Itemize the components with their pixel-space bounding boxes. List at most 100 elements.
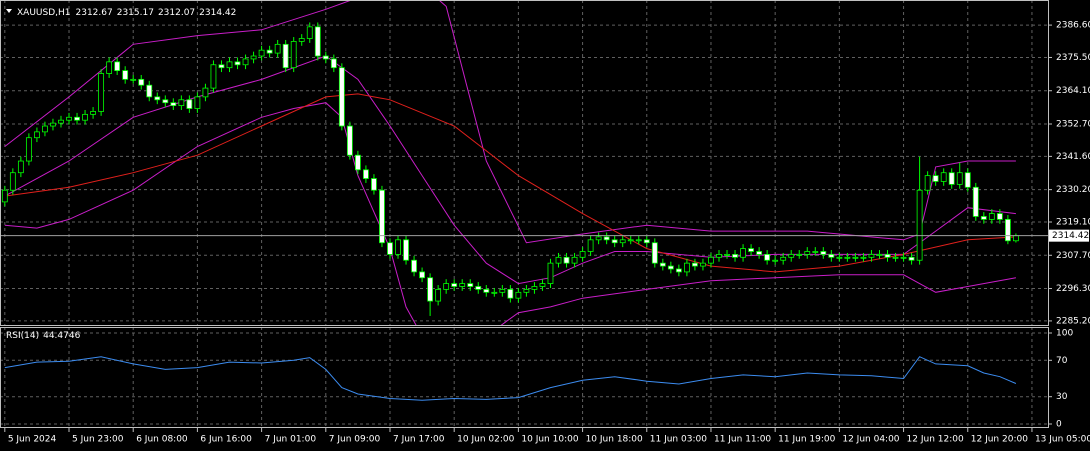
- candle-body: [796, 253, 803, 256]
- candle-body: [338, 67, 345, 127]
- candle-body: [427, 277, 434, 302]
- candle-body: [210, 64, 217, 89]
- candle-body: [314, 26, 321, 57]
- candle-body: [114, 61, 121, 72]
- candle-body: [507, 289, 514, 299]
- candle-body: [266, 49, 273, 54]
- candle-body: [531, 286, 538, 290]
- candle-body: [499, 289, 506, 293]
- candle-body: [234, 61, 241, 66]
- candle-body: [611, 239, 618, 244]
- candle-body: [371, 178, 377, 191]
- candle-body: [555, 256, 562, 264]
- candle-body: [98, 73, 105, 112]
- rsi-plot: [4, 356, 1017, 401]
- y-tick-label: 2375.50: [1056, 53, 1090, 63]
- candle-body: [298, 38, 305, 42]
- candle-body: [579, 251, 586, 258]
- candle-body: [354, 154, 361, 171]
- candle-body: [988, 213, 995, 220]
- candle-body: [346, 125, 353, 156]
- candle-body: [475, 286, 482, 290]
- candle-body: [692, 262, 698, 267]
- candle-body: [659, 262, 666, 267]
- candle-body: [812, 251, 819, 253]
- x-tick-label: 12 Jun 04:00: [842, 435, 899, 445]
- candle-body: [619, 239, 626, 244]
- candle-body: [330, 58, 337, 69]
- candle-body: [194, 96, 201, 109]
- candle-body: [1013, 235, 1019, 242]
- x-tick-label: 5 Jun 23:00: [72, 435, 124, 445]
- x-tick-label: 10 Jun 18:00: [586, 435, 643, 445]
- candle-body: [387, 242, 393, 255]
- y-tick-label: 2307.70: [1056, 251, 1090, 261]
- last-price-label: 2314.42: [1052, 231, 1089, 241]
- candle-body: [74, 116, 80, 121]
- header-high: 2315.17: [117, 8, 154, 18]
- x-tick-label: 10 Jun 10:00: [521, 435, 578, 445]
- last-price-box: [1049, 229, 1089, 242]
- candle-body: [571, 256, 578, 264]
- candle-body: [25, 137, 32, 162]
- candle-body: [539, 283, 546, 287]
- candle-body: [178, 99, 185, 107]
- candle-body: [274, 43, 281, 54]
- candle-body: [836, 256, 843, 259]
- candle-body: [852, 256, 859, 259]
- candle-body: [603, 236, 610, 241]
- rsi-line: [4, 356, 1017, 401]
- y-tick-label: 0: [1056, 419, 1062, 429]
- x-tick-label: 5 Jun 2024: [8, 435, 57, 445]
- candle-body: [66, 116, 72, 121]
- candle-body: [732, 253, 738, 258]
- candle-body: [788, 253, 795, 258]
- candle-body: [740, 248, 746, 258]
- candle-body: [322, 55, 329, 60]
- rsi-last: 44.4746: [43, 331, 80, 341]
- y-tick-label: 2285.20: [1056, 316, 1090, 326]
- candle-body: [258, 49, 265, 57]
- x-tick-label: 7 Jun 17:00: [393, 435, 445, 445]
- x-tick-label: 12 Jun 20:00: [971, 435, 1028, 445]
- indicator-line: [4, 102, 1016, 325]
- header-low: 2312.07: [158, 8, 195, 18]
- candle-body: [708, 256, 714, 264]
- menu-arrow[interactable]: [6, 9, 12, 13]
- header-close: 2314.42: [199, 8, 236, 18]
- candle-body: [363, 169, 369, 179]
- rsi-grid: [0, 327, 1048, 427]
- candle-body: [515, 291, 522, 299]
- candle-body: [924, 175, 931, 191]
- candle-body: [282, 43, 289, 69]
- candle-body: [250, 55, 257, 60]
- rsi-header: RSI(14) 44.4746: [6, 331, 81, 341]
- candle-body: [50, 122, 56, 127]
- candle-body: [643, 239, 650, 244]
- y-tick-label: 30: [1056, 392, 1068, 402]
- candle-body: [459, 283, 466, 287]
- candle-body: [884, 253, 891, 258]
- x-tick-label: 6 Jun 16:00: [200, 435, 252, 445]
- candle-body: [627, 239, 634, 242]
- candle-body: [868, 253, 875, 258]
- candle-body: [587, 239, 594, 252]
- candle-body: [138, 78, 145, 86]
- candle-body: [764, 253, 771, 261]
- x-tick-label: 11 Jun 03:00: [650, 435, 707, 445]
- candle-body: [948, 172, 955, 185]
- x-tick-label: 11 Jun 19:00: [778, 435, 835, 445]
- candle-body: [772, 259, 779, 262]
- candle-body: [523, 289, 530, 293]
- candle-body: [635, 239, 642, 242]
- candle-body: [419, 271, 425, 279]
- candle-body: [996, 213, 1003, 220]
- candle-body: [411, 259, 417, 273]
- candle-body: [595, 236, 602, 241]
- candle-body: [563, 256, 570, 264]
- candle-body: [202, 87, 209, 98]
- candle-body: [956, 172, 963, 185]
